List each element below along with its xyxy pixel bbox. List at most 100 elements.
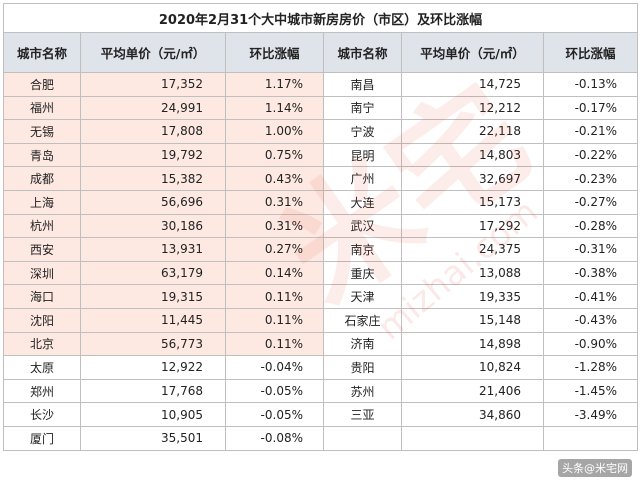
price-cell-left: 17,768	[80, 378, 226, 404]
table-row: 合肥 17,352 1.17% 南昌 14,725 -0.13%	[3, 72, 639, 97]
change-cell-left: 1.14%	[225, 95, 324, 121]
price-cell-left: 13,931	[80, 237, 226, 262]
table-title: 2020年2月31个大中城市新房房价（市区）及环比涨幅	[2, 3, 639, 33]
city-cell-left: 青岛	[3, 142, 81, 168]
change-cell-right: -0.13%	[542, 72, 639, 97]
city-cell-left: 厦门	[3, 425, 81, 451]
table-row: 上海 56,696 0.31% 大连 15,173 -0.27%	[3, 189, 639, 215]
city-cell-left: 上海	[3, 189, 81, 215]
city-cell-right: 武汉	[323, 213, 402, 239]
city-cell-right: 石家庄	[323, 307, 402, 333]
change-cell-right: -1.28%	[542, 355, 639, 380]
price-cell-right: 22,118	[401, 119, 544, 144]
price-cell-right: 14,898	[401, 331, 544, 357]
change-cell-left: 0.27%	[225, 237, 324, 262]
table-row: 郑州 17,768 -0.05% 苏州 21,406 -1.45%	[3, 378, 639, 404]
change-cell-right: -0.90%	[542, 331, 639, 357]
city-cell-left: 合肥	[3, 72, 81, 97]
change-cell-left: 0.11%	[225, 307, 324, 333]
city-cell-right: 济南	[323, 331, 402, 357]
price-cell-right: 13,088	[401, 260, 544, 286]
city-cell-right: 宁波	[323, 119, 402, 144]
change-cell-left: 1.17%	[225, 72, 324, 97]
price-cell-right: 19,335	[401, 284, 544, 309]
city-cell-left: 太原	[3, 355, 81, 380]
change-cell-right	[542, 425, 639, 451]
city-cell-right: 广州	[323, 166, 402, 191]
price-cell-right: 24,375	[401, 237, 544, 262]
table-container: 2020年2月31个大中城市新房房价（市区）及环比涨幅 城市名称 平均单价（元/…	[2, 3, 639, 479]
change-cell-left: 0.31%	[225, 213, 324, 239]
change-cell-right: -0.43%	[542, 307, 639, 333]
city-cell-right: 昆明	[323, 142, 402, 168]
change-cell-right: -0.27%	[542, 189, 639, 215]
city-cell-left: 成都	[3, 166, 81, 191]
city-cell-left: 西安	[3, 237, 81, 262]
price-cell-left: 56,773	[80, 331, 226, 357]
table-body: 合肥 17,352 1.17% 南昌 14,725 -0.13% 福州 24,991 1.14%…	[3, 72, 639, 451]
header-price-left: 平均单价（元/㎡）	[80, 32, 226, 73]
city-cell-right: 重庆	[323, 260, 402, 286]
price-cell-right: 12,212	[401, 95, 544, 121]
city-cell-left: 沈阳	[3, 307, 81, 333]
header-city-right: 城市名称	[323, 32, 402, 73]
change-cell-right: -0.41%	[542, 284, 639, 309]
price-cell-left: 24,991	[80, 95, 226, 121]
price-cell-right: 17,292	[401, 213, 544, 239]
city-cell-right: 南昌	[323, 72, 402, 97]
city-cell-left: 郑州	[3, 378, 81, 404]
header-change-right: 环比涨幅	[542, 32, 639, 73]
change-cell-left: -0.05%	[225, 402, 324, 427]
price-cell-right: 14,725	[401, 72, 544, 97]
table-row: 长沙 10,905 -0.05% 三亚 34,860 -3.49%	[3, 402, 639, 427]
table-row: 厦门 35,501 -0.08%	[3, 425, 639, 451]
change-cell-right: -0.31%	[542, 237, 639, 262]
change-cell-left: 0.43%	[225, 166, 324, 191]
price-cell-right: 21,406	[401, 378, 544, 404]
change-cell-left: -0.04%	[225, 355, 324, 380]
city-cell-left: 无锡	[3, 119, 81, 144]
price-cell-left: 19,792	[80, 142, 226, 168]
change-cell-right: -0.28%	[542, 213, 639, 239]
change-cell-left: 0.11%	[225, 284, 324, 309]
price-cell-right	[401, 425, 544, 451]
table-row: 杭州 30,186 0.31% 武汉 17,292 -0.28%	[3, 213, 639, 239]
change-cell-right: -3.49%	[542, 402, 639, 427]
house-price-table: 2020年2月31个大中城市新房房价（市区）及环比涨幅 城市名称 平均单价（元/…	[2, 3, 639, 451]
change-cell-left: -0.08%	[225, 425, 324, 451]
header-change-left: 环比涨幅	[225, 32, 324, 73]
header-city-left: 城市名称	[3, 32, 81, 73]
price-cell-right: 15,148	[401, 307, 544, 333]
city-cell-left: 杭州	[3, 213, 81, 239]
change-cell-right: -0.17%	[542, 95, 639, 121]
table-row: 北京 56,773 0.11% 济南 14,898 -0.90%	[3, 331, 639, 357]
table-row: 福州 24,991 1.14% 南宁 12,212 -0.17%	[3, 95, 639, 121]
table-row: 沈阳 11,445 0.11% 石家庄 15,148 -0.43%	[3, 307, 639, 333]
city-cell-left: 海口	[3, 284, 81, 309]
price-cell-right: 15,173	[401, 189, 544, 215]
price-cell-left: 19,315	[80, 284, 226, 309]
price-cell-left: 11,445	[80, 307, 226, 333]
change-cell-right: -1.45%	[542, 378, 639, 404]
city-cell-right: 贵阳	[323, 355, 402, 380]
city-cell-right	[323, 425, 402, 451]
change-cell-left: 0.75%	[225, 142, 324, 168]
source-credit: 头条@米宅网	[558, 459, 632, 477]
change-cell-right: -0.23%	[542, 166, 639, 191]
price-cell-right: 34,860	[401, 402, 544, 427]
change-cell-right: -0.21%	[542, 119, 639, 144]
city-cell-right: 南京	[323, 237, 402, 262]
price-cell-right: 14,803	[401, 142, 544, 168]
table-row: 无锡 17,808 1.00% 宁波 22,118 -0.21%	[3, 119, 639, 144]
table-row: 太原 12,922 -0.04% 贵阳 10,824 -1.28%	[3, 355, 639, 380]
header-price-right: 平均单价（元/㎡）	[401, 32, 544, 73]
city-cell-left: 深圳	[3, 260, 81, 286]
city-cell-right: 天津	[323, 284, 402, 309]
price-cell-left: 17,352	[80, 72, 226, 97]
table-row: 青岛 19,792 0.75% 昆明 14,803 -0.22%	[3, 142, 639, 168]
price-cell-left: 17,808	[80, 119, 226, 144]
city-cell-left: 北京	[3, 331, 81, 357]
table-row: 西安 13,931 0.27% 南京 24,375 -0.31%	[3, 237, 639, 262]
city-cell-right: 苏州	[323, 378, 402, 404]
city-cell-right: 三亚	[323, 402, 402, 427]
